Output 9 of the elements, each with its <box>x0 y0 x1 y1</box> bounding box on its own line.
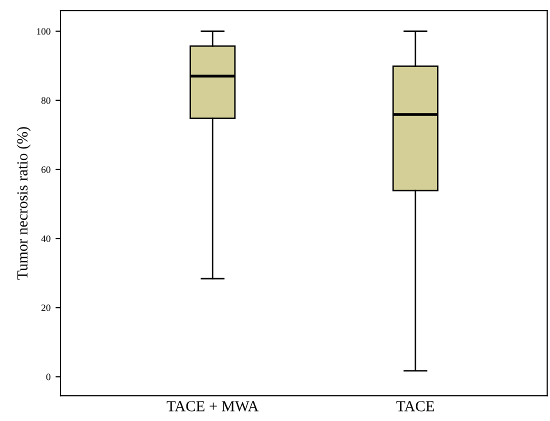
x-tick-label: TACE + MWA <box>166 401 259 412</box>
y-tick-label: 40 <box>41 235 50 242</box>
x-tick-label: TACE <box>396 401 434 412</box>
y-tick-label: 100 <box>37 28 50 35</box>
y-tick-label: 20 <box>41 304 50 312</box>
y-tick-label: 0 <box>46 374 50 380</box>
y-tick-label: 80 <box>41 97 50 104</box>
y-tick-label: 60 <box>41 166 50 173</box>
y-axis-title: Tumor necrosis ratio (%) <box>16 127 31 280</box>
